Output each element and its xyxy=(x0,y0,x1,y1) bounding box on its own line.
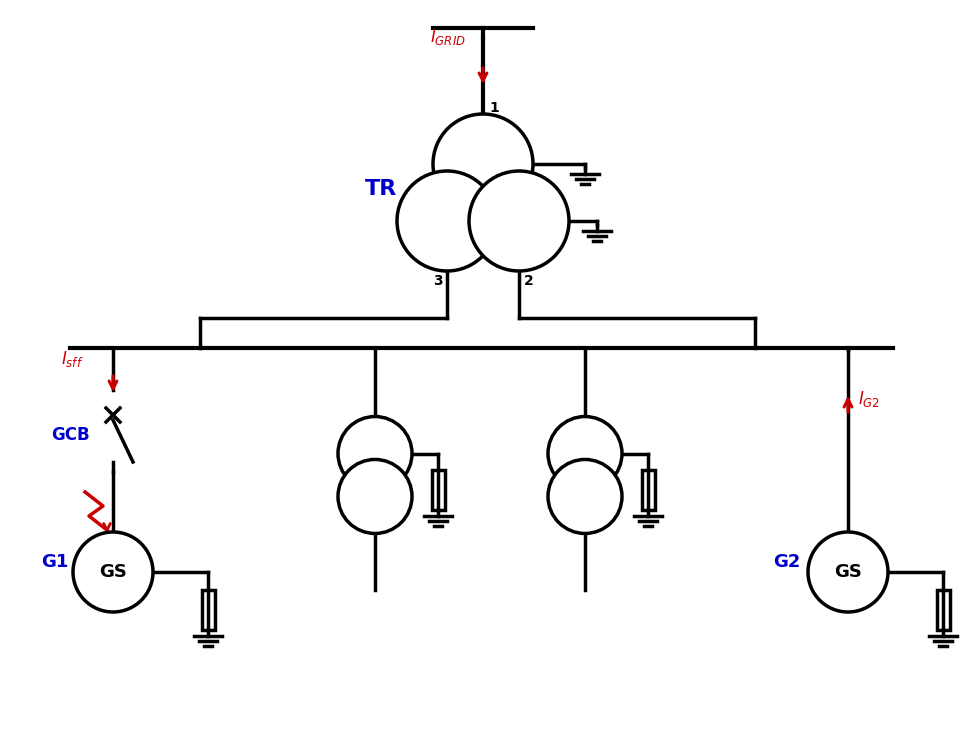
Circle shape xyxy=(469,171,569,271)
Circle shape xyxy=(433,114,533,214)
Circle shape xyxy=(548,460,622,534)
Text: $\mathit{I}_{GRID}$: $\mathit{I}_{GRID}$ xyxy=(430,27,466,47)
Text: 1: 1 xyxy=(489,101,498,115)
Circle shape xyxy=(397,171,497,271)
Text: G1: G1 xyxy=(41,553,69,571)
Text: GS: GS xyxy=(99,563,127,581)
Circle shape xyxy=(73,532,153,612)
Bar xyxy=(641,469,655,509)
Text: $\mathit{I}_{G2}$: $\mathit{I}_{G2}$ xyxy=(858,389,880,409)
Text: 3: 3 xyxy=(433,274,442,288)
Circle shape xyxy=(338,460,412,534)
Bar xyxy=(202,590,214,630)
Circle shape xyxy=(548,416,622,491)
Bar xyxy=(936,590,950,630)
Circle shape xyxy=(808,532,888,612)
Text: $\mathit{I}_{sff}$: $\mathit{I}_{sff}$ xyxy=(61,349,84,369)
Circle shape xyxy=(338,416,412,491)
Text: G2: G2 xyxy=(773,553,801,571)
Bar xyxy=(432,469,444,509)
Text: 2: 2 xyxy=(524,274,534,288)
Text: GS: GS xyxy=(834,563,862,581)
Text: TR: TR xyxy=(365,179,397,199)
Text: GCB: GCB xyxy=(51,426,90,444)
